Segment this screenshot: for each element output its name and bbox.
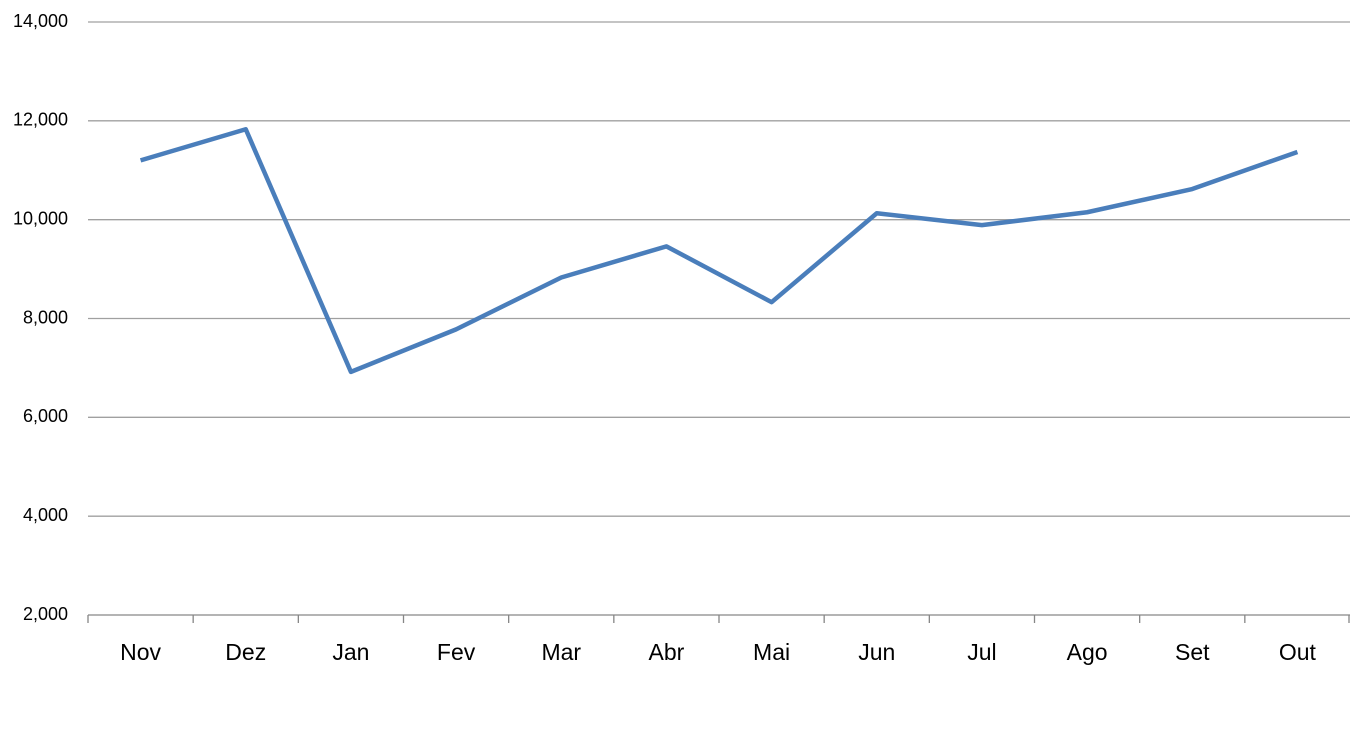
x-tick-label: Dez xyxy=(225,639,266,665)
x-tick-label: Abr xyxy=(649,639,685,665)
line xyxy=(139,126,1299,375)
y-tick-label: 14,000 xyxy=(13,11,68,31)
y-tick-label: 12,000 xyxy=(13,110,68,130)
x-tick-label: Out xyxy=(1279,639,1317,665)
x-tick-label: Ago xyxy=(1067,639,1108,665)
x-tick-label: Mai xyxy=(753,639,790,665)
x-tick-label: Fev xyxy=(437,639,476,665)
y-tick-label: 10,000 xyxy=(13,208,68,228)
y-tick-label: 2,000 xyxy=(23,604,68,624)
x-tick-label: Jun xyxy=(858,639,895,665)
x-tick-label: Set xyxy=(1175,639,1210,665)
x-tick-label: Jan xyxy=(332,639,369,665)
x-tick-label: Mar xyxy=(541,639,581,665)
y-tick-label: 6,000 xyxy=(23,406,68,426)
y-tick-label: 4,000 xyxy=(23,505,68,525)
x-tick-label: Nov xyxy=(120,639,161,665)
x-tick-label: Jul xyxy=(967,639,996,665)
y-tick-label: 8,000 xyxy=(23,307,68,327)
